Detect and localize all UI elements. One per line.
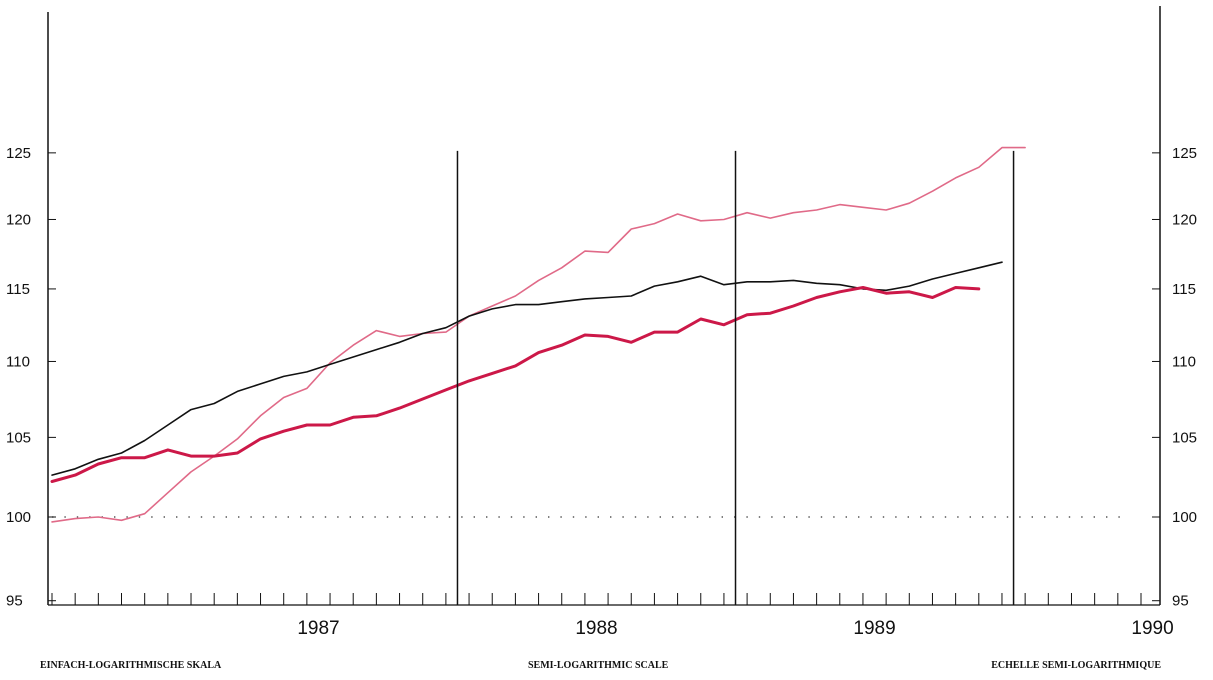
y-tick-label-right: 120	[1172, 211, 1197, 228]
y-tick-label-left: 95	[6, 593, 23, 610]
year-label: 1987	[297, 618, 339, 639]
year-label: 1990	[1131, 618, 1173, 639]
y-tick-label-right: 115	[1172, 281, 1196, 298]
y-tick-label-right: 125	[1172, 145, 1197, 162]
footer-label-german: EINFACH-LOGARITHMISCHE SKALA	[40, 660, 222, 671]
footer-label-english: SEMI-LOGARITHMIC SCALE	[528, 660, 669, 671]
y-tick-label-left: 115	[6, 281, 30, 298]
series-line-3	[50, 286, 981, 483]
y-tick-label-left: 125	[6, 145, 31, 162]
y-tick-label-left: 100	[6, 509, 31, 526]
y-tick-label-right: 105	[1172, 429, 1197, 446]
series-line-1	[51, 146, 1026, 523]
y-tick-label-left: 110	[6, 353, 30, 370]
y-tick-label-right: 110	[1172, 353, 1196, 370]
y-tick-label-left: 105	[6, 429, 31, 446]
chart-frame	[47, 6, 1161, 606]
axis-labels: 95 95 100 100 105 105 110 110 115 115 120 120 125 125…	[6, 145, 1197, 639]
series-layer	[50, 146, 1026, 523]
y-tick-label-right: 100	[1172, 509, 1197, 526]
y-tick-label-left: 120	[6, 211, 31, 228]
axis-ticks	[48, 152, 1160, 605]
year-label: 1988	[575, 618, 617, 639]
year-label: 1989	[853, 618, 895, 639]
year-dividers	[456, 150, 1015, 605]
footer-label-french: ECHELLE SEMI-LOGARITHMIQUE	[991, 660, 1161, 671]
y-tick-label-right: 95	[1172, 593, 1189, 610]
series-line-2	[51, 261, 1003, 476]
